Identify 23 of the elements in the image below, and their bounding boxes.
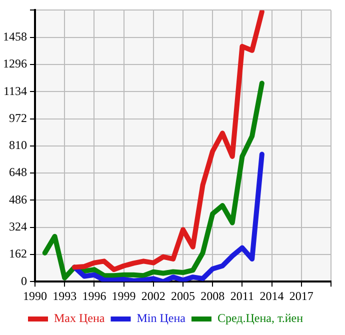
x-tick-label: 1999	[112, 288, 136, 303]
y-tick-label: 1458	[3, 29, 27, 44]
legend-label: Max Цена	[54, 311, 106, 326]
legend-label: Сред.Цена, т.йен	[217, 311, 304, 326]
x-tick-label: 2017	[289, 288, 314, 303]
y-tick-label: 162	[9, 246, 27, 261]
y-tick-label: 648	[9, 165, 27, 180]
x-tick-label: 2002	[141, 288, 166, 303]
x-tick-label: 1993	[52, 288, 77, 303]
y-tick-label: 1134	[3, 84, 27, 98]
x-tick-label: 2005	[171, 288, 195, 303]
x-tick-label: 2008	[200, 288, 225, 303]
legend-label: Min Цена	[136, 311, 186, 326]
y-tick-label: 324	[9, 219, 27, 234]
x-tick-label: 2011	[230, 288, 254, 303]
y-tick-label: 972	[9, 110, 27, 125]
y-tick-label: 810	[9, 138, 27, 152]
x-tick-label: 1996	[82, 288, 106, 303]
y-tick-label: 486	[9, 192, 27, 206]
y-tick-label: 1296	[3, 56, 27, 71]
x-tick-label: 1990	[23, 288, 47, 303]
y-tick-label: 0	[21, 274, 27, 288]
x-tick-label: 2014	[260, 288, 284, 303]
